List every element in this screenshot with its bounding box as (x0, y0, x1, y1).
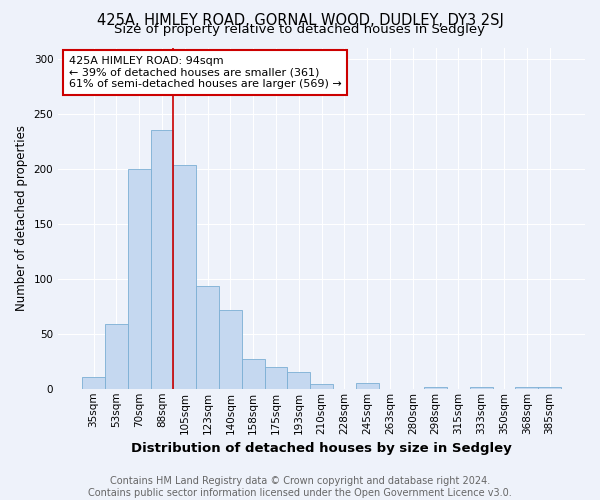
Bar (310, 384, 333, 389)
X-axis label: Distribution of detached houses by size in Sedgley: Distribution of detached houses by size … (131, 442, 512, 455)
Text: 425A HIMLEY ROAD: 94sqm
← 39% of detached houses are smaller (361)
61% of semi-d: 425A HIMLEY ROAD: 94sqm ← 39% of detache… (69, 56, 341, 89)
Bar (173, 166, 196, 389)
Bar (424, 386, 447, 389)
Bar (82, 376, 105, 389)
Text: 425A, HIMLEY ROAD, GORNAL WOOD, DUDLEY, DY3 2SJ: 425A, HIMLEY ROAD, GORNAL WOOD, DUDLEY, … (97, 12, 503, 28)
Bar (515, 386, 538, 389)
Text: Size of property relative to detached houses in Sedgley: Size of property relative to detached ho… (115, 22, 485, 36)
Bar (470, 386, 493, 389)
Y-axis label: Number of detached properties: Number of detached properties (15, 125, 28, 311)
Bar (151, 130, 173, 389)
Bar (538, 386, 561, 389)
Bar (287, 372, 310, 389)
Bar (219, 310, 242, 389)
Text: Contains HM Land Registry data © Crown copyright and database right 2024.
Contai: Contains HM Land Registry data © Crown c… (88, 476, 512, 498)
Bar (242, 359, 265, 389)
Bar (356, 384, 379, 389)
Bar (128, 168, 151, 389)
Bar (265, 366, 287, 389)
Bar (105, 324, 128, 389)
Bar (196, 286, 219, 389)
